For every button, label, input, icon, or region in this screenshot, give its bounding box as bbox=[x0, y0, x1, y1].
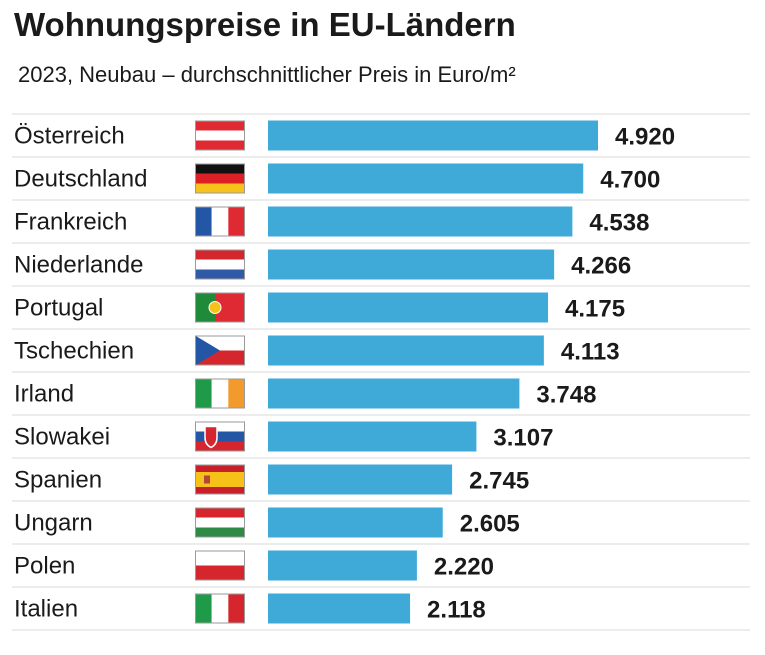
category-label: Österreich bbox=[14, 123, 125, 150]
germany-flag-icon bbox=[195, 163, 245, 194]
value-label: 2.220 bbox=[434, 554, 494, 581]
category-label: Polen bbox=[14, 553, 75, 580]
italy-flag-icon bbox=[195, 593, 245, 624]
france-flag-icon bbox=[195, 206, 245, 237]
bar bbox=[268, 249, 555, 280]
bar-row: Italien 2.118 bbox=[12, 593, 750, 631]
category-label: Deutschland bbox=[14, 166, 147, 193]
bar-row: Frankreich 4.538 bbox=[12, 206, 750, 244]
spain-flag-icon bbox=[195, 464, 245, 495]
bar-row: Polen 2.220 bbox=[12, 550, 750, 588]
value-label: 4.700 bbox=[600, 167, 660, 194]
hungary-flag-icon bbox=[195, 507, 245, 538]
bar-row: Tschechien 4.113 bbox=[12, 335, 750, 373]
value-label: 2.118 bbox=[427, 597, 486, 624]
chart-subtitle: 2023, Neubau – durchschnittlicher Preis … bbox=[18, 62, 516, 87]
category-label: Portugal bbox=[14, 295, 103, 322]
poland-flag-icon bbox=[195, 550, 245, 581]
bar bbox=[268, 464, 453, 495]
bar bbox=[268, 593, 411, 624]
category-label: Tschechien bbox=[14, 338, 134, 365]
bar bbox=[268, 163, 584, 194]
bar-row: Ungarn 2.605 bbox=[12, 507, 750, 545]
netherlands-flag-icon bbox=[195, 249, 245, 280]
category-label: Frankreich bbox=[14, 209, 127, 236]
bar-row: Portugal 4.175 bbox=[12, 292, 750, 330]
bar-row: Österreich 4.920 bbox=[12, 120, 750, 158]
category-label: Niederlande bbox=[14, 252, 143, 279]
bar bbox=[268, 206, 573, 237]
ireland-flag-icon bbox=[195, 378, 245, 409]
category-label: Ungarn bbox=[14, 510, 93, 537]
category-label: Italien bbox=[14, 596, 78, 623]
category-label: Spanien bbox=[14, 467, 102, 494]
bar bbox=[268, 550, 417, 581]
bar bbox=[268, 378, 520, 409]
portugal-flag-icon bbox=[195, 292, 245, 323]
value-label: 4.113 bbox=[561, 339, 620, 366]
bar bbox=[268, 421, 477, 452]
bar bbox=[268, 335, 544, 366]
value-label: 4.538 bbox=[589, 210, 649, 237]
bar bbox=[268, 120, 598, 151]
value-label: 3.748 bbox=[536, 382, 596, 409]
value-label: 4.266 bbox=[571, 253, 631, 280]
austria-flag-icon bbox=[195, 120, 245, 151]
value-label: 4.175 bbox=[565, 296, 625, 323]
bar-row: Deutschland 4.700 bbox=[12, 163, 750, 201]
chart-title: Wohnungspreise in EU-Ländern bbox=[14, 6, 516, 43]
bar-row: Spanien 2.745 bbox=[12, 464, 750, 502]
value-label: 2.745 bbox=[469, 468, 529, 495]
slovakia-flag-icon bbox=[195, 421, 245, 452]
category-label: Irland bbox=[14, 381, 74, 408]
bar bbox=[268, 507, 443, 538]
value-label: 4.920 bbox=[615, 124, 675, 151]
bar-row: Irland 3.748 bbox=[12, 378, 750, 416]
czech-flag-icon bbox=[195, 335, 245, 366]
value-label: 3.107 bbox=[493, 425, 553, 452]
category-label: Slowakei bbox=[14, 424, 110, 451]
bar-row: Niederlande 4.266 bbox=[12, 249, 750, 287]
bar-row: Slowakei 3.107 bbox=[12, 421, 750, 459]
bar bbox=[268, 292, 549, 323]
value-label: 2.605 bbox=[460, 511, 520, 538]
